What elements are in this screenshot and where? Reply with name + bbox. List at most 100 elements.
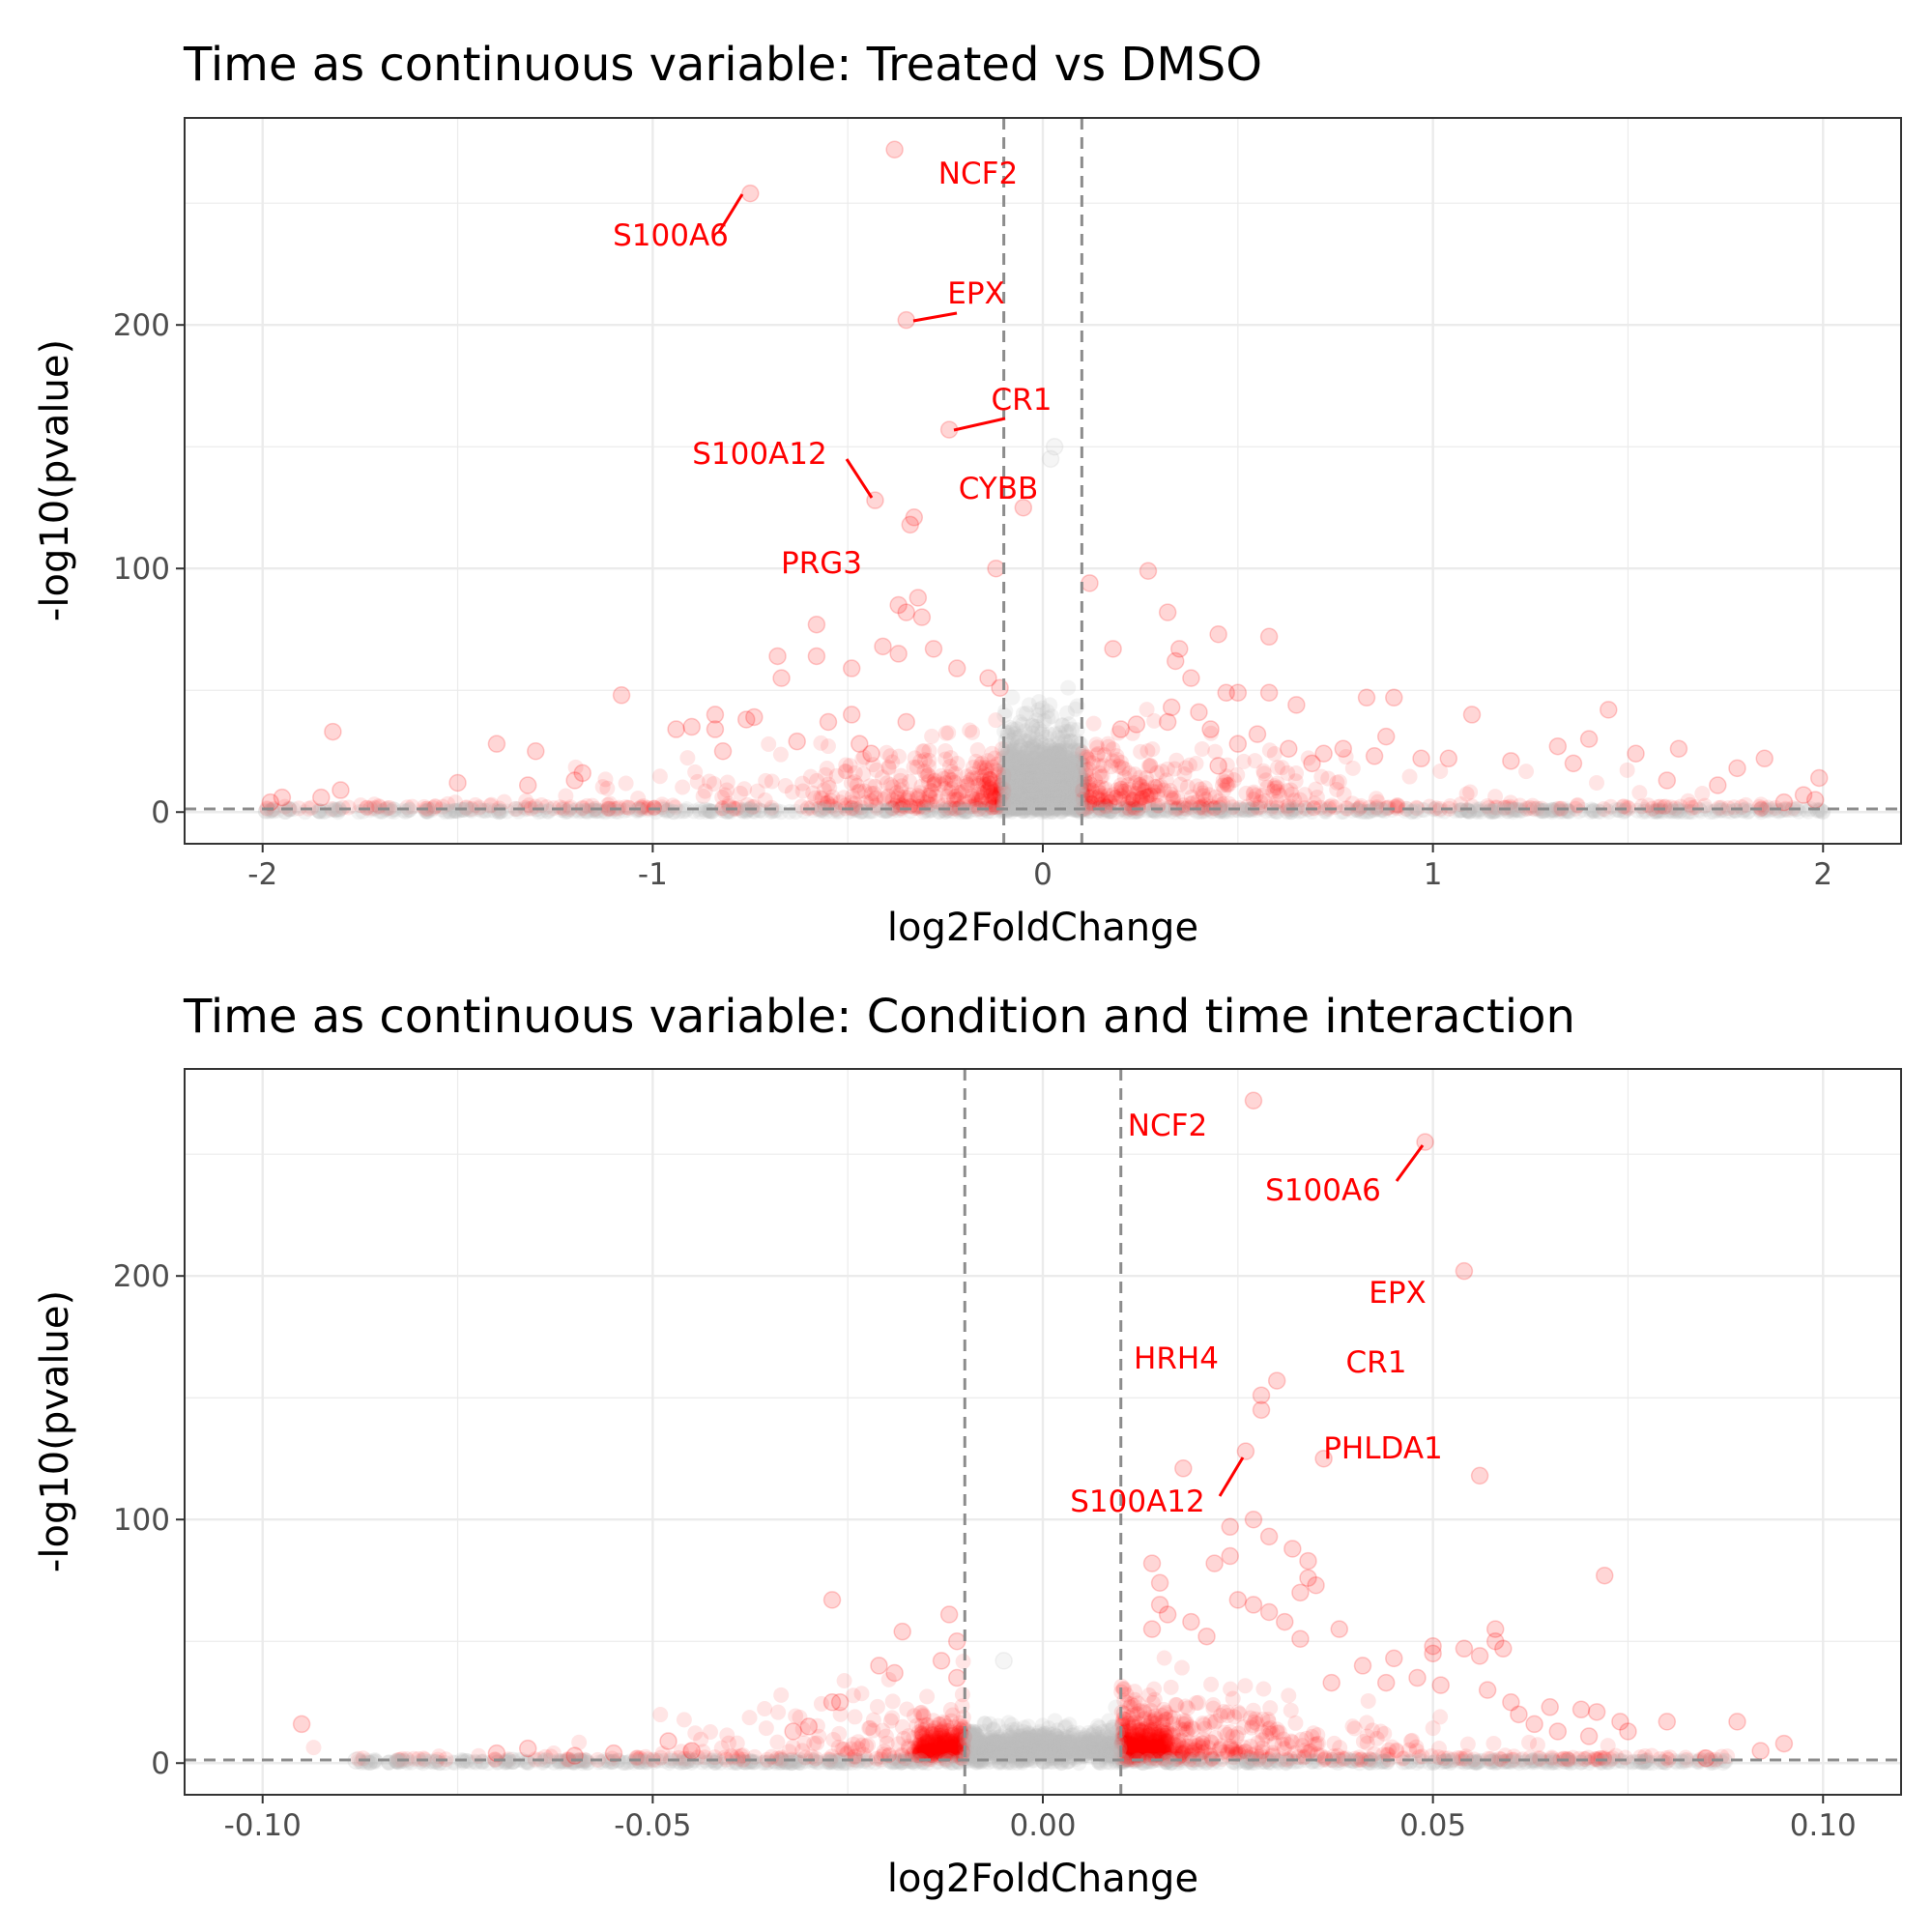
data-point	[1021, 778, 1037, 794]
data-point	[1272, 787, 1288, 803]
data-point	[1023, 777, 1039, 793]
data-point	[984, 759, 1000, 775]
data-point	[966, 769, 982, 786]
data-point	[986, 790, 1002, 806]
data-point	[982, 770, 998, 787]
data-point	[1055, 765, 1072, 782]
data-point	[1694, 786, 1711, 802]
data-point	[1579, 730, 1599, 748]
data-point	[1115, 791, 1132, 807]
data-point	[1014, 786, 1030, 802]
data-point	[1062, 774, 1079, 791]
data-point	[1023, 756, 1039, 772]
data-point	[1016, 783, 1032, 799]
data-point	[1033, 757, 1050, 773]
data-point	[1140, 794, 1157, 811]
data-point	[1004, 790, 1021, 806]
data-point	[1037, 785, 1053, 801]
data-point	[1024, 759, 1040, 775]
data-point	[1051, 735, 1067, 752]
data-point	[1534, 802, 1550, 819]
data-point	[1100, 788, 1116, 804]
data-point	[1002, 765, 1019, 782]
data-point	[1053, 755, 1070, 771]
data-point	[948, 792, 965, 808]
data-point	[1033, 792, 1050, 808]
data-point	[1502, 752, 1520, 770]
data-point	[713, 801, 730, 818]
data-point	[1040, 789, 1056, 805]
data-point	[1193, 781, 1209, 797]
data-point	[332, 781, 350, 799]
data-point	[1049, 757, 1065, 773]
data-point	[1024, 791, 1041, 807]
data-point	[772, 746, 789, 763]
data-point	[868, 790, 884, 806]
data-point	[1142, 758, 1159, 774]
data-point	[1058, 773, 1075, 790]
data-point	[1033, 784, 1050, 800]
data-point	[997, 793, 1014, 809]
data-point	[1028, 744, 1045, 761]
data-point	[1028, 732, 1045, 748]
data-point	[1144, 741, 1161, 758]
data-point	[1058, 755, 1075, 771]
data-point	[1092, 785, 1109, 801]
gene-label: PRG3	[781, 546, 862, 581]
data-point	[1044, 783, 1060, 799]
data-point	[639, 801, 655, 818]
data-point	[1409, 800, 1426, 817]
x-tick-label: 0	[1033, 857, 1053, 892]
data-point	[1091, 764, 1108, 781]
data-point	[1255, 1681, 1272, 1697]
data-point	[897, 789, 913, 805]
data-point	[955, 1654, 971, 1670]
data-point	[1053, 786, 1069, 802]
data-point	[695, 788, 711, 804]
data-point	[1002, 765, 1019, 782]
data-point	[1044, 798, 1060, 815]
data-point	[1013, 737, 1029, 754]
gene-label: S100A6	[613, 218, 729, 253]
data-point	[1033, 793, 1050, 809]
data-point	[1018, 764, 1034, 780]
data-point	[1356, 803, 1372, 820]
y-tick-label: 100	[113, 552, 170, 587]
data-point	[1805, 791, 1825, 809]
data-point	[732, 785, 748, 801]
data-point	[1349, 801, 1366, 818]
data-point	[1369, 800, 1385, 817]
data-point	[1105, 741, 1121, 758]
data-point	[814, 801, 830, 818]
data-point	[1397, 802, 1413, 819]
data-point	[1030, 752, 1047, 768]
data-point	[1008, 778, 1024, 794]
data-point	[1024, 800, 1041, 817]
data-point	[1154, 764, 1170, 780]
data-point	[676, 1712, 692, 1728]
data-point	[1007, 773, 1024, 790]
data-point	[1024, 786, 1040, 802]
data-point	[1051, 785, 1067, 801]
data-point	[1017, 760, 1033, 776]
data-point	[579, 803, 595, 820]
data-point	[1054, 769, 1071, 786]
data-point	[1318, 803, 1335, 820]
data-point	[1669, 739, 1688, 758]
data-point	[1037, 759, 1053, 775]
data-point	[1248, 725, 1267, 743]
data-point	[1065, 775, 1081, 792]
data-point	[1147, 779, 1164, 795]
data-point	[1010, 785, 1026, 801]
data-point	[1368, 791, 1384, 807]
data-point	[824, 803, 841, 820]
data-point	[1012, 714, 1028, 731]
data-point	[1004, 777, 1021, 793]
data-point	[1132, 802, 1148, 819]
data-point	[1010, 749, 1026, 765]
data-point	[1201, 720, 1220, 738]
data-point	[1047, 794, 1063, 811]
data-point	[1046, 792, 1062, 808]
data-point	[1058, 789, 1075, 805]
data-point	[1015, 760, 1031, 776]
